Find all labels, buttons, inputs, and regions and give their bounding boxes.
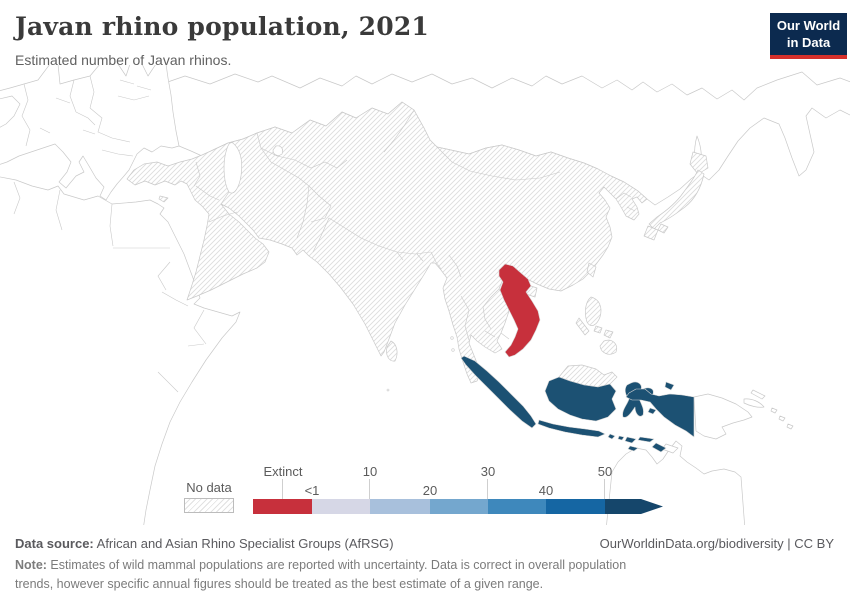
- island-visayas-2[interactable]: [603, 329, 614, 339]
- owid-logo[interactable]: Our World in Data: [770, 13, 847, 59]
- legend-tick-30: [487, 479, 488, 499]
- owid-logo-stripe: [770, 55, 847, 59]
- caspian-sea: [223, 142, 243, 194]
- island-palawan[interactable]: [575, 317, 590, 336]
- legend-label-extinct: Extinct: [263, 464, 303, 479]
- country-uk[interactable]: [0, 95, 21, 130]
- country-sri-lanka[interactable]: [386, 340, 398, 362]
- legend-label-50: 50: [597, 464, 613, 479]
- data-source-line: Data source: African and Asian Rhino Spe…: [15, 536, 394, 551]
- owid-footer-link[interactable]: OurWorldinData.org/biodiversity | CC BY: [599, 536, 834, 551]
- island-hokkaido[interactable]: [689, 151, 709, 175]
- legend-label-30: 30: [480, 464, 496, 479]
- island-bali[interactable]: [607, 433, 616, 440]
- region-africa[interactable]: [0, 176, 241, 525]
- island-lombok[interactable]: [617, 435, 625, 441]
- no-data-swatch[interactable]: [184, 498, 234, 513]
- legend-label-20: 20: [422, 483, 438, 498]
- island-sumbawa[interactable]: [624, 436, 637, 444]
- plain-countries: [0, 65, 850, 525]
- note-label: Note:: [15, 558, 47, 572]
- legend-segment-lt1-10[interactable]: [312, 499, 370, 514]
- legend-label-10: 10: [362, 464, 378, 479]
- island-mindanao[interactable]: [599, 339, 618, 355]
- island-sumatra[interactable]: [460, 355, 537, 429]
- island-new-britain[interactable]: [743, 398, 765, 408]
- island-buru[interactable]: [647, 407, 657, 415]
- legend-arrow: [641, 499, 663, 514]
- country-borders: [13, 75, 636, 393]
- island-taiwan[interactable]: [586, 262, 597, 278]
- country-png[interactable]: [693, 393, 753, 440]
- legend-segment-10-20[interactable]: [370, 499, 430, 514]
- legend-label-lt1: <1: [304, 483, 320, 498]
- legend-segment-extinct[interactable]: [253, 499, 312, 514]
- island-kalimantan[interactable]: [544, 376, 617, 422]
- legend-segment-30-40[interactable]: [488, 499, 546, 514]
- island-new-ireland[interactable]: [750, 389, 766, 400]
- legend-tick-50: [604, 479, 605, 499]
- island-cyprus[interactable]: [158, 195, 169, 203]
- no-data-label: No data: [186, 480, 232, 495]
- island-west-timor[interactable]: [651, 442, 667, 453]
- region-europe[interactable]: [0, 65, 180, 201]
- legend-segment-20-30[interactable]: [430, 499, 488, 514]
- legend-tick-extinct: [282, 479, 283, 499]
- legend-label-40: 40: [538, 483, 554, 498]
- island-luzon[interactable]: [585, 296, 602, 326]
- island-solomons-1[interactable]: [770, 407, 778, 414]
- note-text: Estimates of wild mammal populations are…: [15, 558, 627, 591]
- page-title: Javan rhino population, 2021: [15, 12, 430, 41]
- region-asia-no-data[interactable]: [126, 101, 648, 384]
- owid-logo-line2: in Data: [786, 34, 831, 50]
- data-source-label: Data source:: [15, 536, 94, 551]
- island-shikoku[interactable]: [657, 223, 669, 234]
- island-solomons-2[interactable]: [778, 415, 786, 422]
- country-vietnam[interactable]: [498, 263, 541, 358]
- no-data-countries: [126, 101, 709, 388]
- island-flores[interactable]: [637, 436, 655, 443]
- country-indonesia[interactable]: [460, 355, 695, 453]
- legend-tick-10: [369, 479, 370, 499]
- island-visayas-1[interactable]: [593, 325, 603, 334]
- data-source-text: African and Asian Rhino Specialist Group…: [93, 536, 394, 551]
- world-map: [0, 65, 850, 525]
- island-halmahera[interactable]: [664, 381, 675, 391]
- island-honshu[interactable]: [648, 169, 705, 230]
- legend-segment-40-50[interactable]: [546, 499, 605, 514]
- chart-subtitle: Estimated number of Javan rhinos.: [15, 52, 232, 68]
- island-kyushu[interactable]: [643, 225, 659, 241]
- island-sumba[interactable]: [627, 445, 639, 452]
- note-line: Note: Estimates of wild mammal populatio…: [15, 556, 655, 594]
- aral-sea: [272, 145, 283, 156]
- island-solomons-3[interactable]: [786, 423, 794, 430]
- legend-segment-50-plus[interactable]: [605, 499, 641, 514]
- island-java[interactable]: [537, 419, 606, 438]
- legend-color-bar: [253, 499, 663, 514]
- owid-logo-line1: Our World: [776, 18, 841, 33]
- island-papua[interactable]: [625, 388, 695, 438]
